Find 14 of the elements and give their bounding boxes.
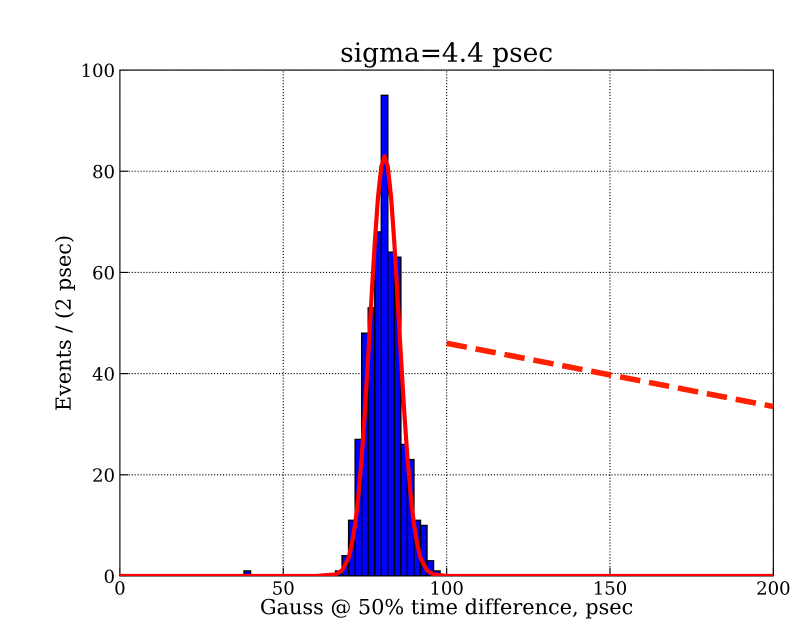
- chart-title: sigma=4.4 psec: [342, 42, 552, 68]
- x-axis-title: Gauss @ 50% time difference, psec: [261, 598, 632, 618]
- y-tick-label: 0: [104, 569, 114, 584]
- y-axis-title: Events / (2 psec): [54, 236, 76, 410]
- x-tick-label: 100: [432, 581, 463, 595]
- y-tick-label: 100: [82, 64, 114, 78]
- x-tick-label: 50: [273, 581, 294, 595]
- x-tick-label: 0: [115, 581, 124, 595]
- y-tick-label: 60: [93, 266, 114, 280]
- x-tick-label: 150: [594, 581, 626, 595]
- x-tick-label: 200: [757, 581, 790, 595]
- y-tick-label: 20: [93, 468, 114, 482]
- y-tick-label: 40: [92, 367, 114, 381]
- y-tick-label: 80: [93, 164, 114, 178]
